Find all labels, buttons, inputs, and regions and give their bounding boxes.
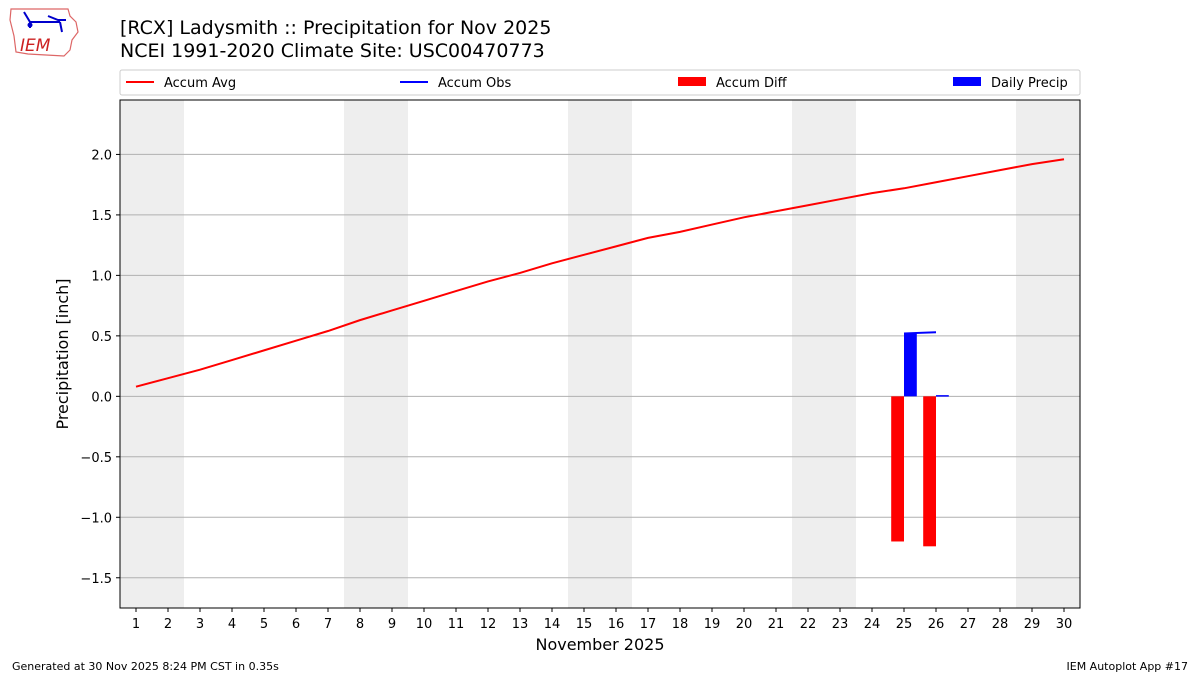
weekend-shade (120, 100, 184, 608)
x-tick-label: 24 (864, 617, 881, 632)
x-tick-label: 3 (196, 617, 204, 632)
x-tick-label: 10 (416, 617, 433, 632)
x-tick-label: 28 (992, 617, 1009, 632)
x-tick-label: 20 (736, 617, 753, 632)
legend-label: Accum Diff (716, 76, 788, 91)
bar-daily-precip (904, 333, 917, 397)
y-tick-label: −1.0 (80, 511, 112, 526)
y-axis-label: Precipitation [inch] (53, 278, 72, 429)
x-tick-label: 22 (800, 617, 817, 632)
x-tick-label: 17 (640, 617, 657, 632)
chart-title: [RCX] Ladysmith :: Precipitation for Nov… (120, 17, 552, 39)
logo-text: IEM (20, 36, 51, 56)
x-tick-label: 9 (388, 617, 396, 632)
x-tick-label: 8 (356, 617, 364, 632)
y-tick-label: 0.0 (91, 390, 112, 405)
y-tick-label: 1.0 (91, 269, 112, 284)
y-tick-label: 2.0 (91, 148, 112, 163)
x-tick-label: 30 (1056, 617, 1073, 632)
x-tick-label: 11 (448, 617, 465, 632)
legend-label: Daily Precip (991, 76, 1068, 91)
y-tick-label: 0.5 (91, 330, 112, 345)
x-tick-label: 27 (960, 617, 977, 632)
generated-note: Generated at 30 Nov 2025 8:24 PM CST in … (12, 660, 279, 673)
x-tick-label: 21 (768, 617, 785, 632)
x-tick-label: 25 (896, 617, 913, 632)
legend-label: Accum Obs (438, 76, 511, 91)
line-accum-avg (135, 158, 1065, 388)
legend (119, 69, 1081, 96)
x-tick-label: 14 (544, 617, 561, 632)
x-tick-label: 23 (832, 617, 849, 632)
plot-frame (119, 99, 1081, 609)
x-tick-label: 15 (576, 617, 593, 632)
bar-daily-precip (936, 395, 949, 397)
chart-subtitle: NCEI 1991-2020 Climate Site: USC00470773 (120, 40, 545, 62)
x-tick-label: 12 (480, 617, 497, 632)
x-tick-label: 19 (704, 617, 721, 632)
y-tick-label: −0.5 (80, 451, 112, 466)
bar-accum-diff (891, 396, 904, 542)
x-tick-label: 7 (324, 617, 332, 632)
iem-logo: IEM (9, 8, 79, 57)
y-tick-label: 1.5 (91, 209, 112, 224)
x-tick-label: 26 (928, 617, 945, 632)
x-tick-label: 2 (164, 617, 172, 632)
weekend-shade (1016, 100, 1080, 608)
x-tick-label: 5 (260, 617, 268, 632)
x-tick-label: 1 (132, 617, 140, 632)
weekend-shade (568, 100, 632, 608)
x-tick-label: 13 (512, 617, 529, 632)
weekend-shade (344, 100, 408, 608)
bar-accum-diff (923, 396, 936, 547)
weekend-shade (792, 100, 856, 608)
legend-swatch (678, 77, 706, 86)
x-axis-label: November 2025 (535, 635, 664, 654)
legend-label: Accum Avg (164, 76, 236, 91)
x-tick-label: 4 (228, 617, 236, 632)
app-note: IEM Autoplot App #17 (1066, 660, 1189, 673)
x-tick-label: 18 (672, 617, 689, 632)
line-accum-obs (903, 331, 937, 335)
x-tick-label: 6 (292, 617, 300, 632)
x-tick-label: 29 (1024, 617, 1041, 632)
y-tick-label: −1.5 (80, 572, 112, 587)
x-tick-label: 16 (608, 617, 625, 632)
legend-swatch (953, 77, 981, 86)
